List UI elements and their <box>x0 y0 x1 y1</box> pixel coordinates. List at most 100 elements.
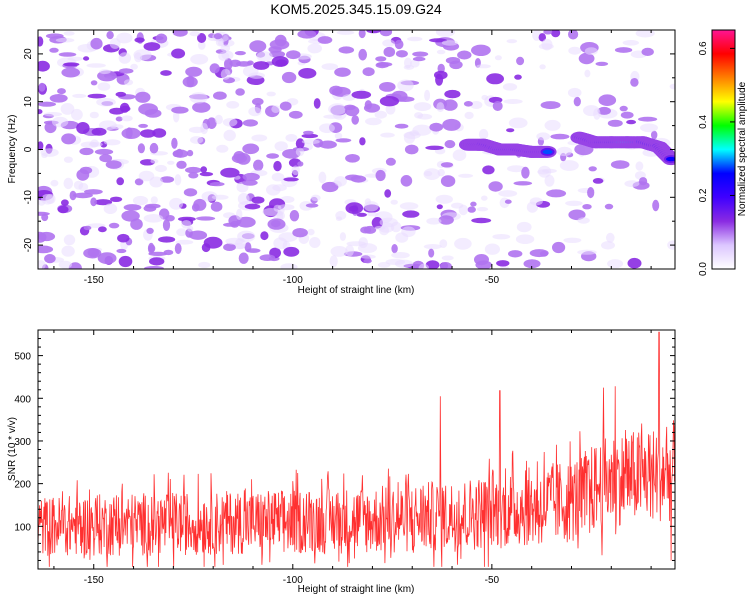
spectrogram-cell <box>83 56 90 61</box>
spectrogram-cell <box>391 244 398 254</box>
spectrogram-cell <box>516 56 525 66</box>
spectrogram-cell <box>90 80 98 86</box>
spectrogram-cell <box>544 174 555 187</box>
spectrogram-cell <box>187 225 194 232</box>
spectrogram-cell <box>242 119 258 127</box>
spectrogram-cell <box>540 101 561 110</box>
spectrogram-cell <box>334 176 347 187</box>
snr-series-line <box>38 331 675 567</box>
spectrogram-cell <box>516 221 532 233</box>
spectrogram-cell <box>568 30 579 40</box>
spectrogram-cell <box>652 199 660 212</box>
spectrogram-cell <box>375 56 387 62</box>
spectrogram-cell <box>200 166 207 173</box>
spectrogram-cell <box>235 88 245 96</box>
spectrogram-cell <box>407 36 423 42</box>
spectrogram-cell <box>437 63 445 74</box>
spectrogram-cell <box>441 40 458 46</box>
spectrogram-cell <box>584 47 598 55</box>
spectrogram-cell <box>365 117 382 126</box>
spectrogram-cell <box>538 165 552 178</box>
spectrogram-cell <box>196 216 216 221</box>
spectrogram-cell <box>622 40 639 46</box>
spectrogram-cell <box>246 60 254 66</box>
spectrogram-cell <box>425 145 444 150</box>
spectrogram-cell <box>279 101 292 111</box>
spectrogram-cell <box>444 89 461 99</box>
spectrogram-cell <box>231 153 247 164</box>
spectrogram-cell <box>384 189 392 198</box>
spectrogram-cell <box>451 202 464 209</box>
spectrogram-cell <box>400 175 413 187</box>
spectrogram-cell <box>417 113 433 120</box>
spectrogram-cell <box>51 116 69 128</box>
spectrogram-cell <box>189 92 208 104</box>
spectrogram-cell <box>457 50 472 60</box>
spectrogram-cell <box>88 142 103 147</box>
spectrogram-cell <box>363 258 372 264</box>
spectrogram-y-label: Frequency (Hz) <box>7 115 18 184</box>
snr-y-label: SNR (10 * v/v) <box>7 417 18 481</box>
spectrogram-cell <box>508 117 528 129</box>
spectrogram-cell <box>90 37 103 50</box>
spectrogram-cell <box>292 228 308 238</box>
spectrogram-cell <box>273 160 282 172</box>
spectrogram-cell <box>351 115 360 125</box>
spectrogram-cell <box>248 106 262 117</box>
spectrogram-cell <box>210 201 223 212</box>
spectrogram-cell <box>552 241 566 254</box>
spectrogram-cell <box>278 232 298 242</box>
y-tick-label: 10 <box>23 96 34 108</box>
spectrogram-cell <box>371 217 383 229</box>
x-tick-label: -100 <box>283 275 303 286</box>
spectrogram-cell <box>281 71 297 84</box>
spectrogram-cell <box>289 210 300 222</box>
spectrogram-cell <box>639 177 648 186</box>
spectrogram-cell <box>220 44 231 53</box>
spectrogram-cell <box>298 68 317 79</box>
spectrogram-cell <box>624 180 640 188</box>
spectrogram-cell <box>130 218 143 230</box>
spectrogram-cell <box>584 69 591 78</box>
colorbar-ticks: 0.0 0.2 0.4 0.6 <box>698 41 735 276</box>
spectrogram-cell <box>350 175 367 183</box>
spectrogram-cell <box>146 227 154 234</box>
spectrogram-cell <box>595 61 609 66</box>
spectrogram-cell <box>440 175 456 188</box>
spectrogram-cell <box>97 82 111 91</box>
spectrogram-cell <box>97 252 117 265</box>
spectrogram-cell <box>116 32 133 44</box>
spectrogram-cell <box>358 48 368 61</box>
spectrogram-cell <box>529 197 543 206</box>
spectrogram-cell <box>515 234 535 244</box>
spectrogram-cell <box>216 144 229 153</box>
spectrogram-cell <box>307 43 323 54</box>
spectrogram-cell <box>183 188 198 197</box>
spectrogram-cell <box>360 226 372 234</box>
spectrogram-cell <box>115 116 123 122</box>
spectrogram-cell <box>397 79 414 92</box>
spectrogram-cell <box>214 114 223 125</box>
spectrogram-cell <box>152 128 167 138</box>
spectrogram-cell <box>176 160 187 169</box>
spectrogram-signal-cell <box>666 156 675 162</box>
spectrogram-cell <box>266 153 279 159</box>
spectrogram-cell <box>144 266 164 269</box>
spectrogram-cell <box>435 73 444 86</box>
spectrogram-cell <box>242 65 259 78</box>
spectrogram-cell <box>38 245 54 254</box>
spectrogram-cell <box>222 118 238 127</box>
spectrogram-cell <box>335 210 347 220</box>
spectrogram-cell <box>283 177 299 182</box>
spectrogram-cell <box>271 56 289 67</box>
spectrogram-cell <box>577 249 597 255</box>
spectrogram-cell <box>334 132 343 140</box>
spectrogram-cell <box>385 103 396 115</box>
spectrogram-cell <box>286 50 301 60</box>
spectrogram-cell <box>452 149 467 161</box>
colorbar: 0.0 0.2 0.4 0.6 Normalized spectral amplitu… <box>698 29 748 276</box>
spectrogram-cell <box>172 30 188 37</box>
spectrogram-cell <box>301 139 320 145</box>
spectrogram-cell <box>175 239 194 245</box>
figure-title: KOM5.2025.345.15.09.G24 <box>270 1 441 17</box>
